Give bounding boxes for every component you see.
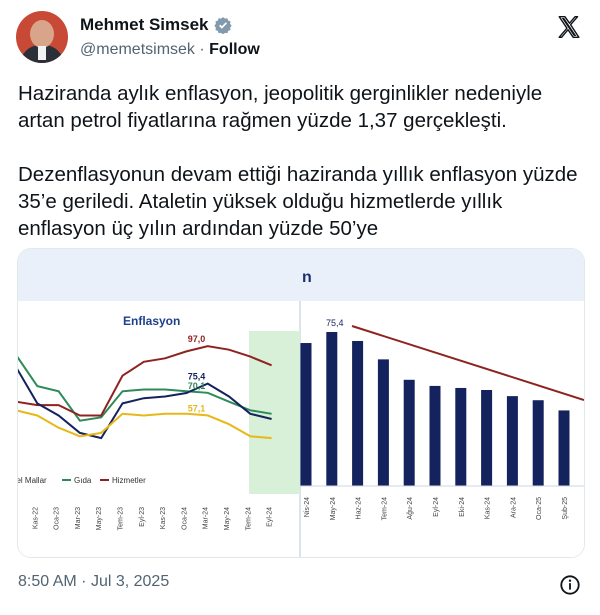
bar	[352, 340, 364, 486]
bar	[506, 396, 518, 486]
bar	[455, 387, 467, 486]
left-annotations: 97,0 75,470,1 57,1	[188, 334, 206, 413]
bar	[481, 390, 493, 486]
x-tick-label: May-24	[330, 497, 337, 520]
x-tick-label: Mar-23	[75, 507, 82, 529]
x-tick-label: Haz-24	[356, 497, 363, 520]
x-tick-label: Kas-24	[485, 497, 492, 519]
follow-button[interactable]: Follow	[209, 41, 260, 58]
food-line	[18, 356, 272, 422]
tweet-time: 8:50 AM	[18, 573, 77, 590]
legend-item-services: Hizmetler	[112, 476, 146, 485]
tweet-paragraph-1: Haziranda aylık enflasyon, jeopolitik ge…	[18, 82, 543, 132]
x-tick-label: Ağu-24	[407, 497, 414, 520]
bar	[403, 379, 415, 486]
tweet-media-image[interactable]: n Enflasyon 97,075,470,157,1 Eyl-22Kas-2…	[17, 248, 585, 558]
line-value-label: 70,1	[188, 381, 206, 391]
bar	[300, 343, 312, 486]
x-tick-label: Eyl-23	[139, 507, 146, 527]
x-tick-label: Oca-24	[181, 507, 188, 530]
core-line	[18, 368, 272, 440]
tweet-paragraph-2: Dezenflasyonun devam ettiği haziranda yı…	[18, 163, 578, 240]
line-value-label: 57,1	[188, 403, 206, 413]
x-tick-label: Oca-25	[536, 497, 543, 520]
bar	[326, 332, 338, 486]
x-tick-label: Kas-22	[32, 507, 39, 529]
x-tick-label: May-23	[96, 507, 103, 530]
author-handle[interactable]: @memetsimsek	[80, 41, 195, 58]
x-tick-label: Eyl-24	[433, 497, 440, 517]
inflation-chart-svg: n Enflasyon 97,075,470,157,1 Eyl-22Kas-2…	[18, 249, 584, 557]
x-tick-label: Ara-24	[510, 497, 517, 518]
line-value-label: 97,0	[188, 334, 206, 344]
left-x-axis-ticks: Eyl-22Kas-22Oca-23Mar-23May-23Tem-23Eyl-…	[32, 507, 274, 530]
handle-row: @memetsimsek · Follow	[80, 41, 260, 59]
tweet-timestamp[interactable]: 8:50 AM · Jul 3, 2025	[18, 573, 169, 591]
legend-item-core: nel Mallar	[18, 476, 47, 485]
x-tick-label: Oca-23	[54, 507, 61, 530]
info-icon[interactable]	[559, 574, 581, 601]
author-name[interactable]: Mehmet Simsek	[80, 15, 209, 34]
x-tick-label: Tem-24	[245, 507, 252, 530]
separator-dot: ·	[199, 41, 205, 58]
x-tick-label: Tem-24	[381, 497, 388, 520]
x-tick-label: Eyl-24	[267, 507, 274, 527]
legend-item-food: Gıda	[74, 476, 92, 485]
bar	[532, 400, 544, 486]
author-avatar[interactable]	[16, 11, 68, 63]
image-header-fragment: n	[302, 269, 312, 286]
goods-line	[18, 409, 272, 440]
left-line-chart	[18, 345, 272, 440]
tweet-date: Jul 3, 2025	[90, 573, 170, 590]
x-logo-icon[interactable]	[556, 14, 582, 40]
x-tick-label: May-24	[224, 507, 231, 530]
x-tick-label: Kas-23	[160, 507, 167, 529]
x-tick-label: Eki-24	[459, 497, 466, 517]
services-line	[18, 345, 272, 417]
x-tick-label: Nis-24	[304, 497, 311, 517]
right-x-axis-ticks: Nis-24 May-24 Haz-24 Tem-24 Ağu-24 Eyl-24 Eki-…	[304, 497, 569, 520]
x-tick-label: Şub-25	[562, 497, 569, 520]
left-legend: nel Mallar Gıda Hizmetler	[18, 476, 146, 485]
left-chart-title: Enflasyon	[123, 314, 180, 328]
highlight-region	[249, 331, 300, 494]
bar	[377, 359, 389, 486]
image-header-band	[18, 249, 584, 301]
bar	[558, 410, 570, 486]
bar	[429, 385, 441, 486]
timestamp-separator: ·	[81, 573, 87, 590]
x-tick-label: Tem-23	[118, 507, 125, 530]
author-name-row: Mehmet Simsek	[80, 15, 232, 35]
line-value-label: 75,4	[188, 372, 206, 382]
right-bar-chart	[300, 332, 584, 487]
bar-value-label: 75,4	[326, 318, 344, 328]
right-annotations: 75,4	[326, 318, 344, 328]
trend-line	[351, 325, 584, 401]
verified-badge-icon	[213, 16, 232, 34]
x-tick-label: Mar-24	[203, 507, 210, 529]
